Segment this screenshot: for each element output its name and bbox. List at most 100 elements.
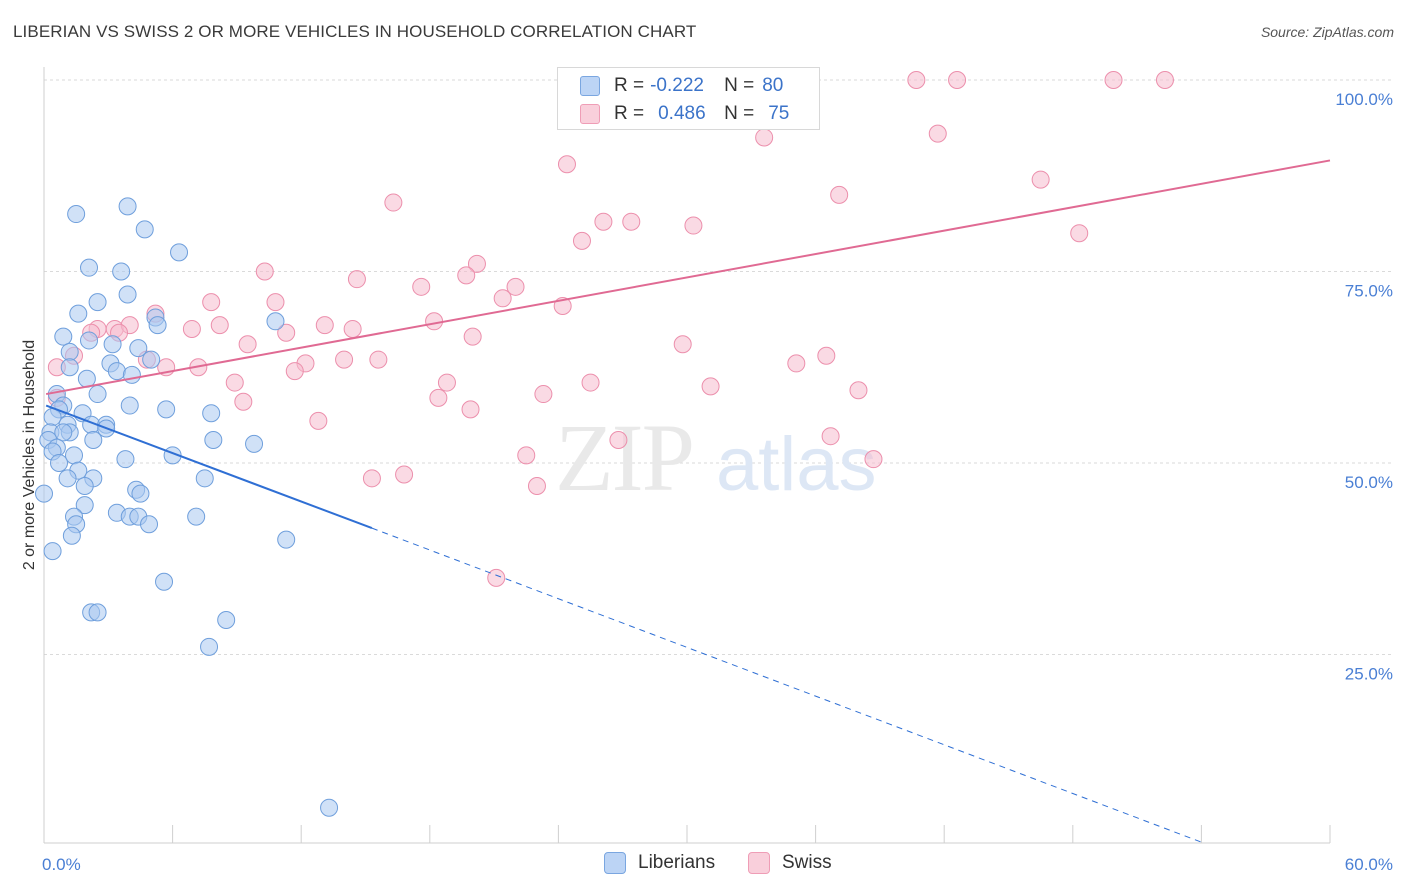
n-label: N = xyxy=(724,75,755,96)
swiss-point xyxy=(517,446,536,465)
liberians-point xyxy=(131,484,150,503)
correlation-legend: R = -0.222 N = 80 R = 0.486 N = 75 xyxy=(557,67,820,130)
swiss-point xyxy=(821,427,840,446)
swiss-point xyxy=(557,155,576,174)
swiss-point xyxy=(395,465,414,484)
liberians-point xyxy=(116,450,135,469)
legend-label-liberians: Liberians xyxy=(638,852,716,873)
liberians-point xyxy=(277,530,296,549)
liberians-point xyxy=(202,404,221,423)
liberians-point xyxy=(80,331,99,350)
swiss-point xyxy=(849,381,868,400)
liberians-point xyxy=(157,400,176,419)
liberians-point xyxy=(200,637,219,656)
swiss-point xyxy=(506,277,525,296)
liberians-point xyxy=(266,312,285,331)
x-tick-label: 60.0% xyxy=(1345,855,1393,874)
swiss-point xyxy=(534,385,553,404)
swiss-point xyxy=(609,431,628,450)
swiss-point xyxy=(457,266,476,285)
liberians-point xyxy=(60,342,79,361)
source-label: Source: ZipAtlas.com xyxy=(1260,24,1394,40)
liberians-point xyxy=(245,434,264,453)
y-tick-label: 100.0% xyxy=(1335,90,1393,109)
swiss-point xyxy=(864,450,883,469)
swiss-point xyxy=(343,319,362,338)
liberians-point xyxy=(69,304,88,323)
swiss-point xyxy=(461,400,480,419)
swiss-point xyxy=(315,316,334,335)
swiss-point xyxy=(467,254,486,273)
liberians-point xyxy=(43,542,62,561)
liberians-point xyxy=(204,431,223,450)
liberians-point xyxy=(80,258,99,277)
liberians-point xyxy=(60,358,79,377)
swiss-point xyxy=(412,277,431,296)
swiss-point xyxy=(830,185,849,204)
grid-lines xyxy=(44,79,1392,655)
trend-lines xyxy=(45,159,1331,843)
liberians-point xyxy=(120,396,139,415)
swiss-point xyxy=(581,373,600,392)
swiss-point xyxy=(285,362,304,381)
n-value: 80 xyxy=(762,75,784,96)
liberians-point xyxy=(58,469,77,488)
y-tick-label: 25.0% xyxy=(1345,665,1393,684)
liberians-point xyxy=(88,293,107,312)
liberians-point xyxy=(84,431,103,450)
series-legend: Liberians Swiss xyxy=(0,852,1406,878)
liberians-point xyxy=(129,339,148,358)
liberians-point xyxy=(170,243,189,262)
swiss-point xyxy=(1104,71,1123,89)
n-value: 75 xyxy=(768,103,790,124)
liberians-point xyxy=(107,362,126,381)
watermark: ZIP atlas xyxy=(555,404,877,511)
swiss-point xyxy=(622,212,641,231)
liberians-swatch xyxy=(604,852,626,874)
swiss-point xyxy=(182,319,201,338)
swiss-swatch xyxy=(580,104,600,124)
r-label: R = xyxy=(614,75,645,96)
y-tick-label: 75.0% xyxy=(1345,282,1393,301)
liberians-point xyxy=(65,446,84,465)
swiss-trend-line xyxy=(45,159,1331,396)
r-value: -0.222 xyxy=(650,75,704,96)
liberians-point xyxy=(320,798,339,817)
liberians-point xyxy=(142,350,161,369)
liberians-swatch xyxy=(580,76,600,96)
tick-labels: 25.0% 50.0% 75.0% 100.0% 0.0% 60.0% xyxy=(42,90,1393,874)
liberians-point xyxy=(112,262,131,281)
legend-label-swiss: Swiss xyxy=(782,852,832,873)
swiss-point xyxy=(202,293,221,312)
legend-row-swiss: R = 0.486 N = 75 xyxy=(580,101,789,127)
liberians-point xyxy=(62,526,81,545)
swiss-point xyxy=(1155,71,1174,89)
swiss-point xyxy=(238,335,257,354)
swiss-point xyxy=(429,388,448,407)
liberians-point xyxy=(135,220,154,239)
liberians-point xyxy=(88,603,107,622)
swiss-point xyxy=(493,289,512,308)
liberians-point xyxy=(140,515,159,534)
liberians-point xyxy=(148,316,167,335)
legend-row-liberians: R = -0.222 N = 80 xyxy=(580,73,783,99)
legend-item-liberians[interactable]: Liberians xyxy=(604,852,715,874)
liberians-point xyxy=(103,335,122,354)
liberians-point xyxy=(75,476,94,495)
swiss-point xyxy=(572,231,591,250)
x-tick-label: 0.0% xyxy=(42,855,81,874)
liberians-point xyxy=(187,507,206,526)
liberians-trend-line xyxy=(45,404,373,530)
axes xyxy=(43,67,1331,844)
swiss-point xyxy=(437,373,456,392)
watermark-atlas: atlas xyxy=(716,422,877,507)
swiss-point xyxy=(928,124,947,143)
swiss-point xyxy=(425,312,444,331)
swiss-point xyxy=(255,262,274,281)
swiss-point xyxy=(673,335,692,354)
swiss-point xyxy=(266,293,285,312)
liberians-point xyxy=(122,365,141,384)
swiss-point xyxy=(684,216,703,235)
legend-item-swiss[interactable]: Swiss xyxy=(748,852,832,874)
